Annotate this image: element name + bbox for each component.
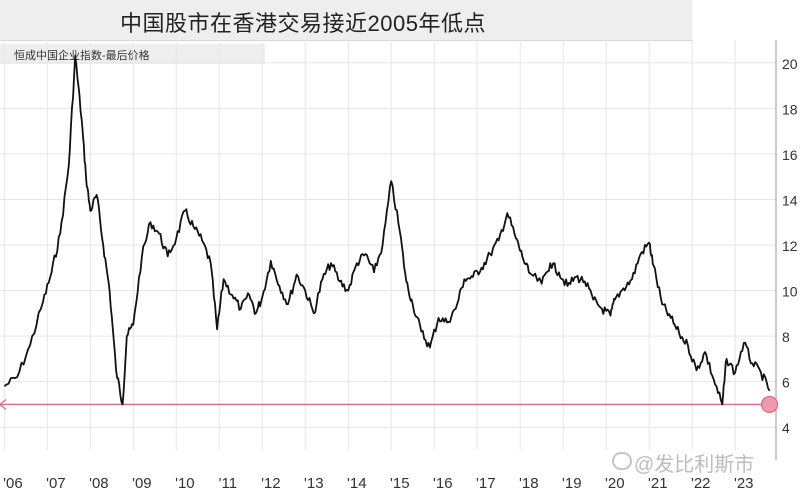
y-tick-label: 16 [782, 147, 798, 163]
x-tick-label: '08 [89, 475, 109, 492]
x-tick-label: '16 [433, 475, 453, 492]
x-tick-label: '15 [390, 475, 410, 492]
x-tick-label: '09 [132, 475, 152, 492]
y-tick-label: 8 [782, 329, 790, 345]
watermark-text: @发比利斯市 [634, 454, 755, 476]
x-tick-label: '21 [648, 475, 668, 492]
x-tick-label: '19 [562, 475, 582, 492]
y-tick-label: 14 [782, 192, 798, 208]
y-tick-label: 12 [782, 238, 798, 254]
x-tick-label: '23 [734, 475, 754, 492]
x-tick-label: '07 [46, 475, 66, 492]
x-tick-label: '10 [175, 475, 195, 492]
x-tick-label: '18 [519, 475, 539, 492]
x-tick-label: '17 [476, 475, 496, 492]
series-line [3, 55, 771, 406]
baseline-arrow [0, 398, 7, 410]
y-tick-label: 6 [782, 375, 790, 391]
y-tick-label: 10 [782, 284, 798, 300]
title-bar: 中国股市在香港交易接近2005年低点 [0, 0, 692, 41]
subtitle-bar: 恒成中国企业指数-最后价格 [0, 44, 265, 64]
y-tick-label: 4 [782, 420, 790, 436]
x-tick-label: '12 [261, 475, 281, 492]
x-tick-label: '14 [347, 475, 367, 492]
x-tick-label: '06 [3, 475, 23, 492]
y-tick-label: 20 [782, 56, 798, 72]
chart-title: 中国股市在香港交易接近2005年低点 [120, 11, 486, 36]
current-value-marker [760, 395, 779, 414]
y-tick-label: 18 [782, 101, 798, 117]
x-tick-label: '13 [304, 475, 324, 492]
x-tick-label: '11 [219, 475, 237, 492]
watermark-icon [612, 452, 632, 470]
chart-subtitle: 恒成中国企业指数-最后价格 [14, 50, 150, 62]
x-tick-label: '22 [691, 475, 711, 492]
x-tick-label: '20 [605, 475, 625, 492]
